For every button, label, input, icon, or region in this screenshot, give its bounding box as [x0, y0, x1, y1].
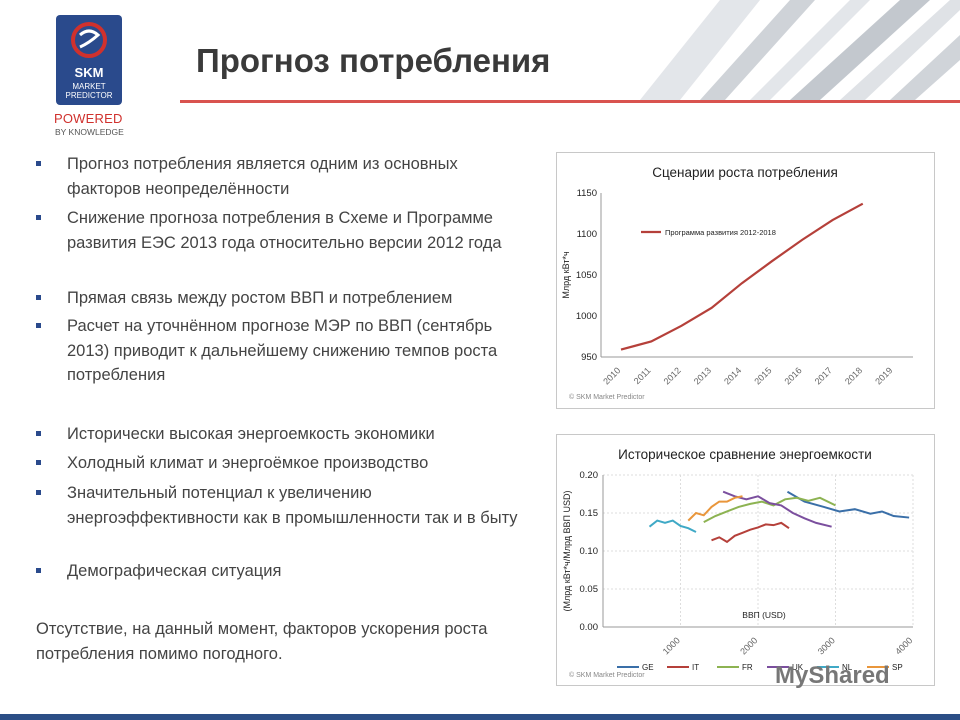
legend-label: IT [692, 663, 699, 672]
legend-label: NL [842, 663, 853, 672]
legend-label: SP [892, 663, 903, 672]
by-knowledge-label: BY KNOWLEDGE [55, 127, 124, 137]
x-tick-label: 2015 [752, 365, 773, 386]
series-line [620, 202, 864, 351]
y-tick-label: 1000 [576, 311, 597, 322]
chart-title: Историческое сравнение энергоемкости [618, 447, 872, 462]
skm-emblem-icon [71, 22, 107, 58]
y-tick-label: 0.15 [580, 508, 599, 519]
x-tick-label: 2018 [843, 365, 864, 386]
series-line-fr [703, 496, 836, 524]
x-tick-label: 2000 [738, 635, 759, 656]
x-tick-label: 2017 [813, 365, 834, 386]
y-tick-label: 1050 [576, 270, 597, 281]
x-tick-label: 2016 [783, 365, 804, 386]
title-underline [180, 100, 960, 103]
y-tick-label: 1100 [577, 229, 597, 240]
y-tick-label: 0.05 [580, 584, 599, 595]
bottom-bar [0, 714, 960, 720]
y-axis-label: Млрд кВт*ч [561, 251, 571, 299]
y-tick-label: 950 [581, 352, 597, 363]
skm-logo: SKM MARKET PREDICTOR [56, 15, 122, 105]
chart-title: Сценарии роста потребления [652, 165, 838, 180]
powered-label: POWERED [54, 111, 123, 126]
bullet-item: Исторически высокая энергоемкость эконом… [36, 422, 526, 447]
bullet-item: Значительный потенциал к увеличению энер… [36, 481, 526, 530]
y-tick-label: 0.00 [580, 622, 599, 633]
x-tick-label: 2014 [722, 365, 743, 386]
x-axis-label: ВВП (USD) [742, 610, 786, 620]
logo-subtitle: MARKET PREDICTOR [65, 82, 113, 100]
chart-footnote: © SKM Market Predictor [569, 393, 645, 401]
legend-label: UK [792, 663, 804, 672]
x-tick-label: 2011 [632, 365, 653, 386]
legend-label: Программа развития 2012-2018 [665, 228, 776, 237]
legend-label: FR [742, 663, 753, 672]
x-tick-label: 4000 [893, 635, 914, 656]
energy-intensity-chart: Историческое сравнение энергоемкости 0.00… [556, 434, 935, 686]
bullet-item: Прогноз потребления является одним из ос… [36, 152, 526, 201]
consumption-scenarios-chart: Сценарии роста потребления 950 1000 1050 110… [556, 152, 935, 409]
x-tick-label: 3000 [816, 635, 837, 656]
closing-paragraph: Отсутствие, на данный момент, факторов у… [36, 620, 488, 663]
chart-2-svg: Историческое сравнение энергоемкости 0.00… [562, 447, 914, 679]
series-line-nl [648, 519, 697, 533]
bullet-item: Демографическая ситуация [36, 559, 526, 584]
chart-1-svg: Сценарии роста потребления 950 1000 1050 110… [561, 165, 913, 401]
watermark: MyShared [775, 662, 890, 689]
header-decoration [640, 0, 960, 100]
series-line-sp [687, 495, 743, 522]
x-tick-label: 2019 [873, 365, 894, 386]
y-tick-label: 1150 [577, 188, 597, 199]
series-line-it [711, 521, 790, 544]
y-tick-label: 0.10 [580, 546, 599, 557]
logo-brand: SKM [74, 65, 104, 80]
y-axis-label: (Млрд кВт*ч/Млрд ВВП USD) [562, 490, 572, 611]
x-tick-label: 1000 [661, 635, 682, 656]
bullet-item: Холодный климат и энергоёмкое производст… [36, 451, 526, 476]
series-line-ge [786, 490, 910, 519]
y-tick-label: 0.20 [580, 470, 599, 481]
series-line-uk [722, 490, 832, 528]
x-tick-label: 2013 [692, 365, 713, 386]
bullet-item: Прямая связь между ростом ВВП и потребле… [36, 286, 526, 311]
x-tick-label: 2010 [601, 365, 622, 386]
chart-footnote: © SKM Market Predictor [569, 671, 645, 679]
legend-label: GE [642, 663, 654, 672]
x-tick-label: 2012 [662, 365, 683, 386]
bullet-item: Расчет на уточнённом прогнозе МЭР по ВВП… [36, 314, 526, 388]
bullet-item: Снижение прогноза потребления в Схеме и … [36, 206, 526, 255]
page-title: Прогноз потребления [196, 42, 551, 79]
